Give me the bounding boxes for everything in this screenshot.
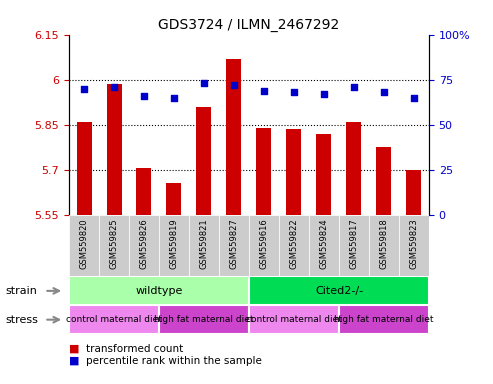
Text: transformed count: transformed count [86, 344, 183, 354]
Text: percentile rank within the sample: percentile rank within the sample [86, 356, 262, 366]
Bar [309, 215, 339, 276]
Bar [249, 215, 279, 276]
Bar [377, 147, 391, 215]
Bar [197, 107, 211, 215]
Point [110, 84, 118, 90]
Bar [106, 84, 121, 215]
Text: control maternal diet: control maternal diet [246, 315, 342, 324]
Bar [129, 215, 159, 276]
Text: Cited2-/-: Cited2-/- [315, 286, 363, 296]
Text: GSM559616: GSM559616 [259, 218, 269, 269]
Text: GSM559822: GSM559822 [289, 218, 298, 269]
Bar [249, 276, 429, 305]
Title: GDS3724 / ILMN_2467292: GDS3724 / ILMN_2467292 [158, 18, 340, 32]
Bar [159, 215, 189, 276]
Point [170, 94, 178, 101]
Text: stress: stress [5, 314, 38, 325]
Bar [339, 215, 369, 276]
Bar [399, 215, 429, 276]
Text: GSM559821: GSM559821 [200, 218, 209, 269]
Bar [339, 305, 429, 334]
Text: high fat maternal diet: high fat maternal diet [334, 315, 434, 324]
Point [260, 88, 268, 94]
Bar [369, 215, 399, 276]
Point [80, 86, 88, 92]
Text: GSM559825: GSM559825 [109, 218, 118, 269]
Point [230, 82, 238, 88]
Text: GSM559827: GSM559827 [229, 218, 239, 269]
Bar [69, 215, 99, 276]
Point [410, 94, 418, 101]
Text: GSM559817: GSM559817 [350, 218, 358, 269]
Text: GSM559820: GSM559820 [79, 218, 89, 269]
Bar [256, 128, 272, 215]
Text: strain: strain [5, 286, 37, 296]
Bar [317, 134, 331, 215]
Text: GSM559824: GSM559824 [319, 218, 328, 269]
Bar [69, 276, 249, 305]
Bar [219, 215, 249, 276]
Point [200, 80, 208, 86]
Bar [99, 215, 129, 276]
Bar [279, 215, 309, 276]
Bar [226, 59, 242, 215]
Text: GSM559826: GSM559826 [140, 218, 148, 269]
Text: GSM559819: GSM559819 [170, 218, 178, 269]
Bar [249, 305, 339, 334]
Bar [347, 122, 361, 215]
Point [320, 91, 328, 97]
Text: ■: ■ [69, 356, 79, 366]
Point [140, 93, 148, 99]
Text: high fat maternal diet: high fat maternal diet [154, 315, 254, 324]
Text: wildtype: wildtype [135, 286, 183, 296]
Bar [167, 184, 181, 215]
Bar [137, 169, 151, 215]
Text: GSM559818: GSM559818 [380, 218, 388, 269]
Point [290, 89, 298, 95]
Text: control maternal diet: control maternal diet [66, 315, 162, 324]
Bar [286, 129, 301, 215]
Bar [76, 122, 92, 215]
Bar [189, 215, 219, 276]
Bar [69, 305, 159, 334]
Bar [406, 170, 422, 215]
Bar [159, 305, 249, 334]
Text: ■: ■ [69, 344, 79, 354]
Text: GSM559823: GSM559823 [409, 218, 419, 269]
Point [350, 84, 358, 90]
Point [380, 89, 388, 95]
